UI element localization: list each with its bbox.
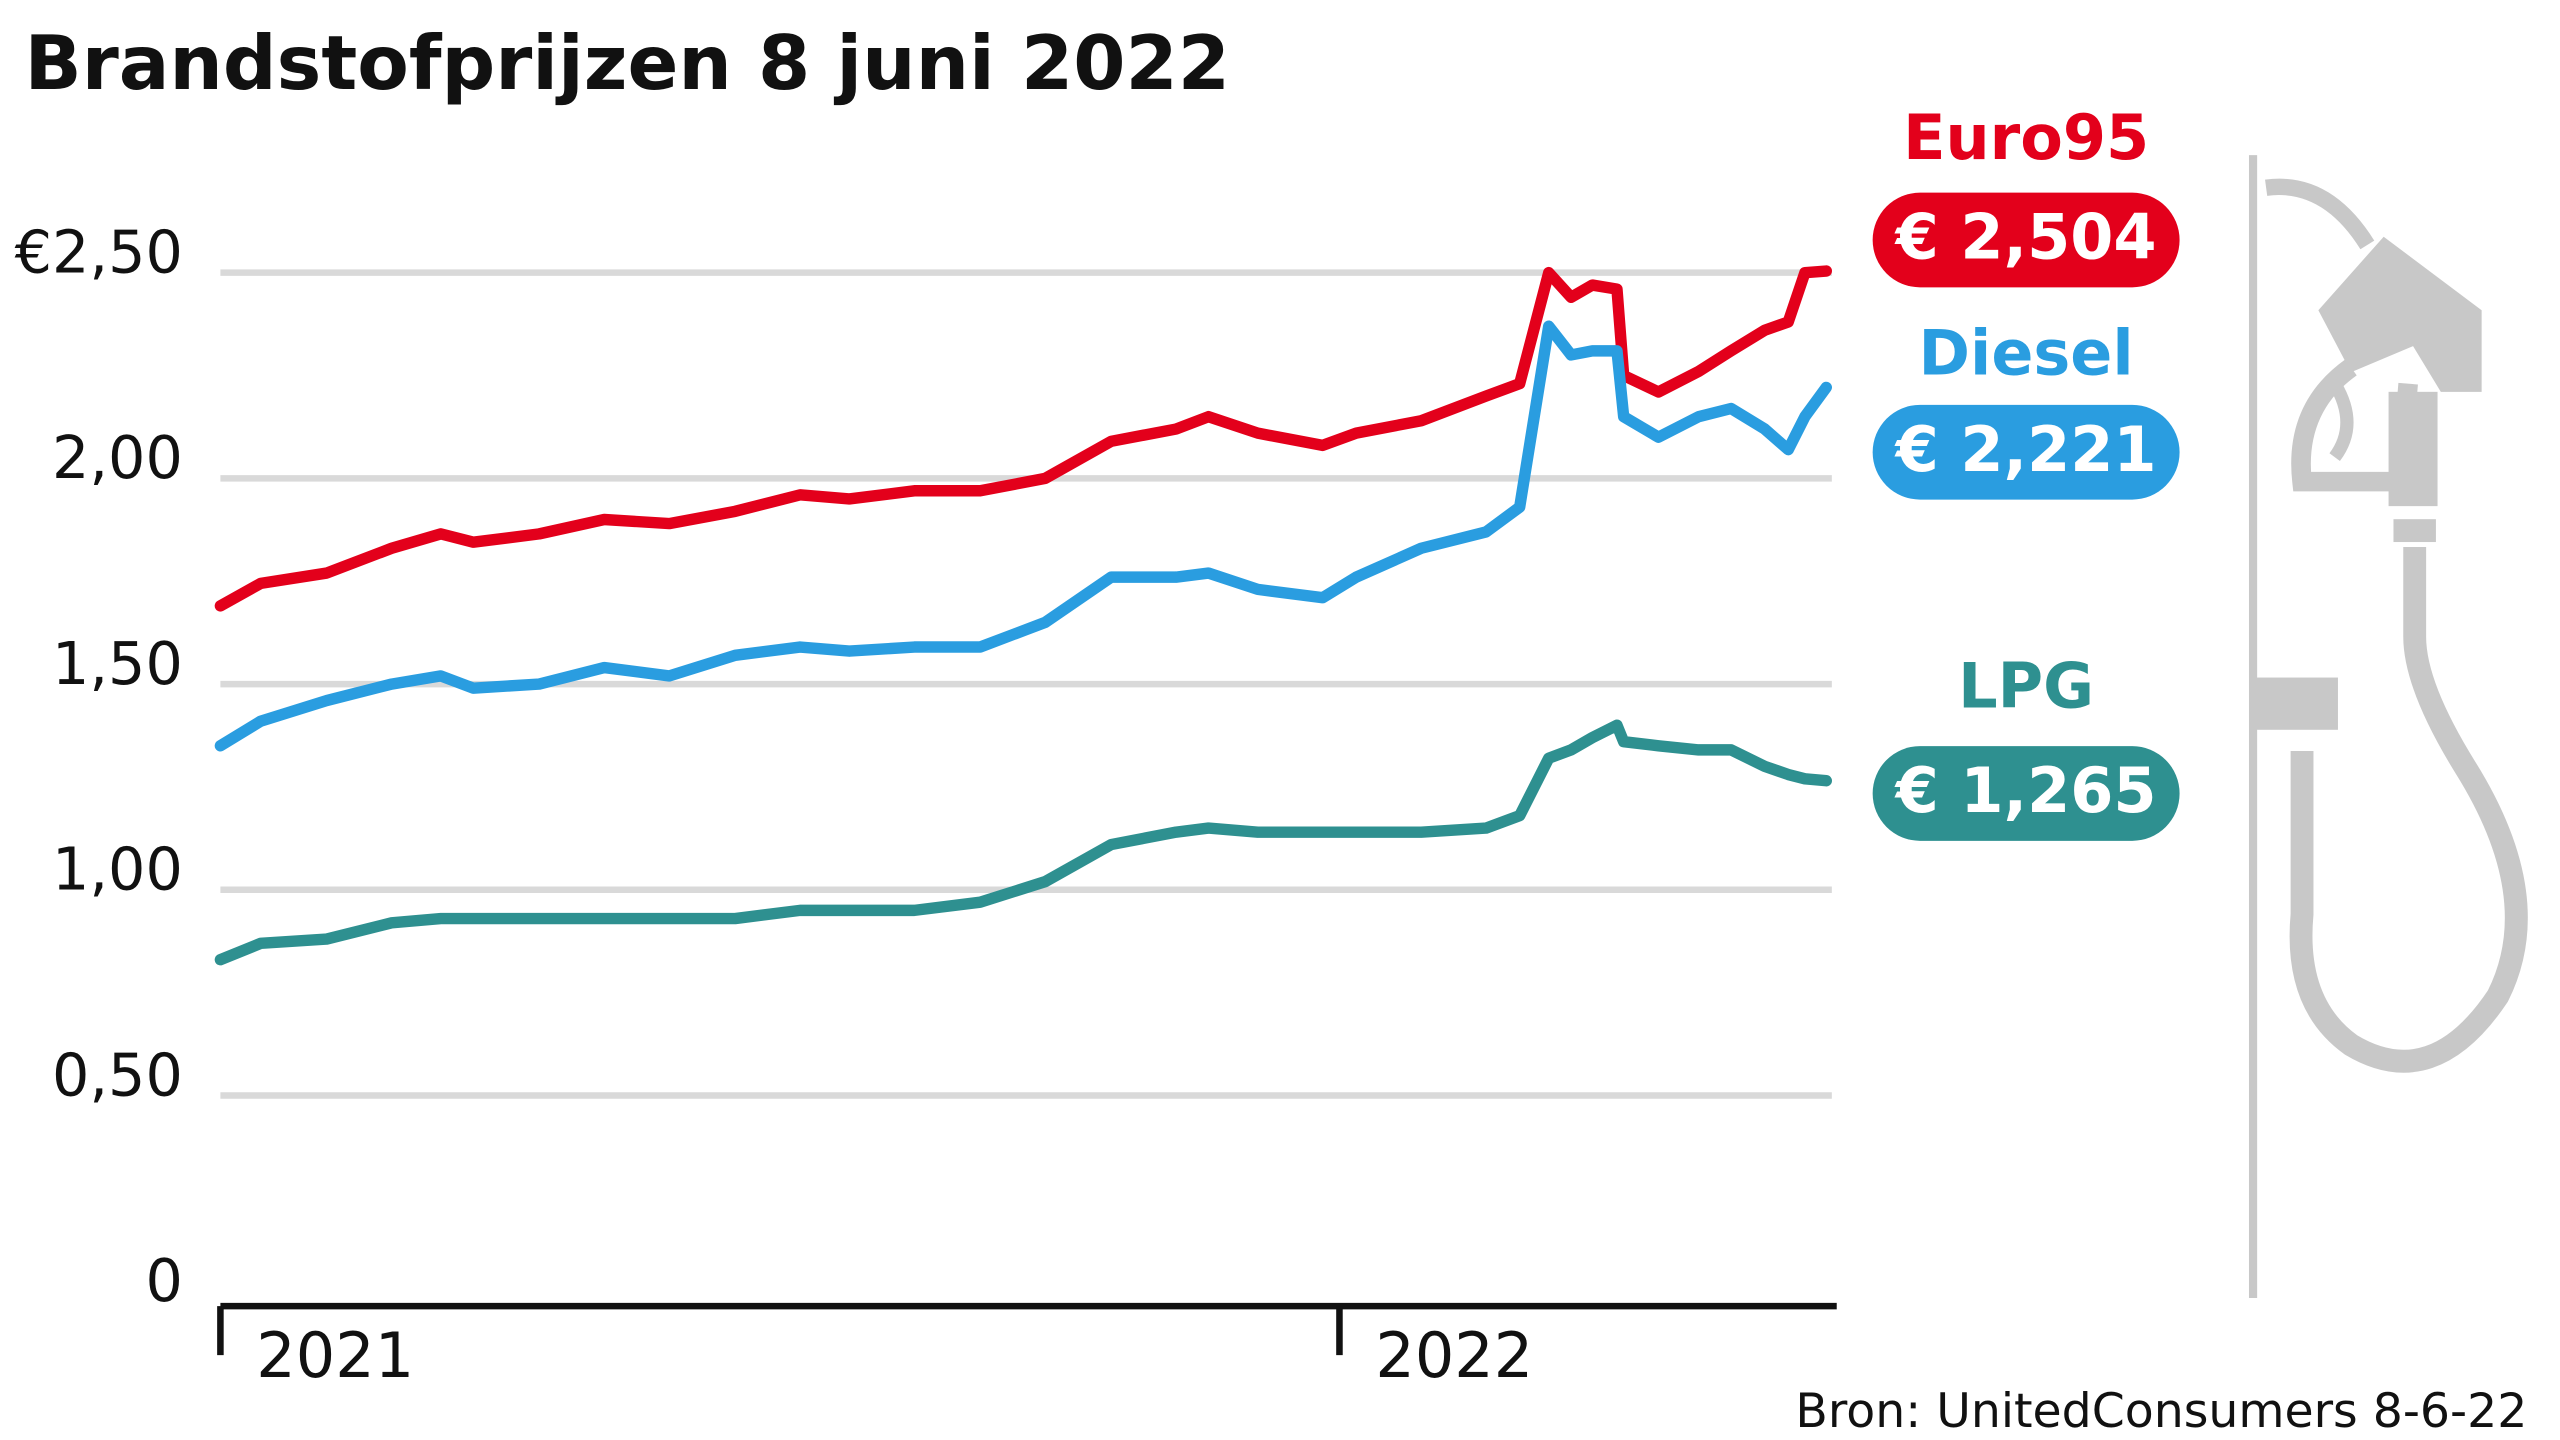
value-pill <box>1872 746 2180 841</box>
value-pill <box>1872 192 2180 288</box>
y-tick-label: 1,50 <box>52 629 183 698</box>
pump-body <box>2388 391 2438 507</box>
pump-hose <box>2289 546 2528 1073</box>
chart-title: Brandstofprijzen 8 juni 2022 <box>24 19 1229 107</box>
y-tick-label: 0 <box>145 1246 182 1315</box>
y-tick-label: 0,50 <box>52 1040 183 1109</box>
value-label: € 2,504 <box>1894 201 2157 274</box>
y-tick-label: 2,00 <box>52 423 183 492</box>
pump-holder <box>2253 677 2338 730</box>
value-label: € 2,221 <box>1894 413 2157 486</box>
source: Bron: UnitedConsumers 8-6-22 <box>1795 1384 2527 1439</box>
x-tick-label: 2022 <box>1375 1319 1533 1392</box>
pump-cable <box>2265 178 2375 250</box>
value-pill <box>1872 404 2180 500</box>
legend-label: LPG <box>1958 650 2094 723</box>
y-tick-label: 1,00 <box>52 835 183 904</box>
pump-trigger <box>2329 380 2354 462</box>
x-tick-label: 2021 <box>256 1319 414 1392</box>
legend-label: Euro95 <box>1903 101 2149 174</box>
pump-icon <box>2248 155 2528 1298</box>
series-line <box>214 265 1832 612</box>
series-line <box>214 320 1832 752</box>
value-label: € 1,265 <box>1894 754 2157 827</box>
pump-ring <box>2393 519 2436 543</box>
series-line <box>214 719 1832 966</box>
legend-label: Diesel <box>1919 317 2134 390</box>
y-tick-label: €2,50 <box>15 217 183 286</box>
pump-head <box>2318 236 2482 392</box>
pump-handle <box>2291 359 2418 492</box>
